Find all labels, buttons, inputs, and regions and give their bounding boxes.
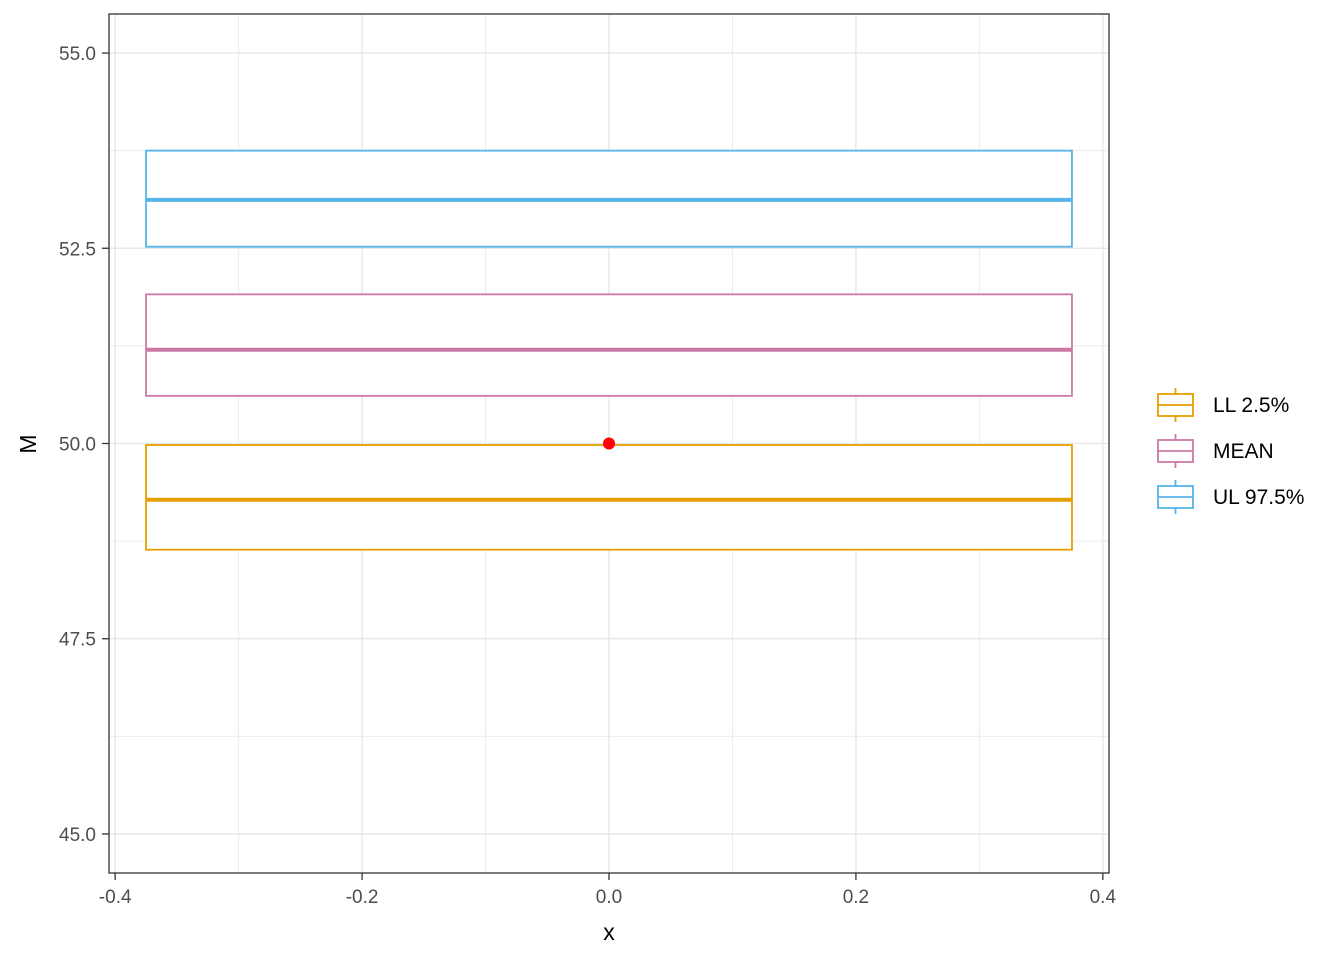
legend-label: LL 2.5% (1213, 394, 1289, 417)
legend-item: UL 97.5% (1157, 480, 1304, 514)
y-tick-label: 55.0 (59, 44, 96, 65)
x-tick-label: 0.4 (1090, 887, 1117, 908)
legend-label: UL 97.5% (1213, 486, 1304, 509)
y-axis-title: M (15, 434, 41, 453)
data-point (603, 437, 615, 450)
box (145, 293, 1073, 397)
x-tick-label: 0.0 (596, 887, 622, 908)
box (145, 444, 1073, 551)
x-tick-label: 0.2 (843, 887, 869, 908)
x-axis-title: x (603, 919, 615, 945)
points (603, 437, 615, 450)
y-tick-label: 52.5 (59, 239, 96, 260)
legend-label: MEAN (1213, 440, 1274, 463)
legend: LL 2.5% MEAN UL 97.5% (1157, 388, 1304, 514)
y-tick-label: 47.5 (59, 630, 96, 651)
y-tick-label: 45.0 (59, 825, 96, 846)
legend-item: LL 2.5% (1157, 388, 1289, 422)
boxes (145, 149, 1073, 551)
y-tick-label: 50.0 (59, 435, 96, 456)
axes: -0.4 -0.2 0.0 0.2 0.4 45.0 47.5 50.0 52.5 55.0 (59, 44, 1116, 908)
legend-item: MEAN (1157, 434, 1274, 468)
x-tick-label: -0.4 (99, 887, 132, 908)
x-tick-label: -0.2 (346, 887, 379, 908)
